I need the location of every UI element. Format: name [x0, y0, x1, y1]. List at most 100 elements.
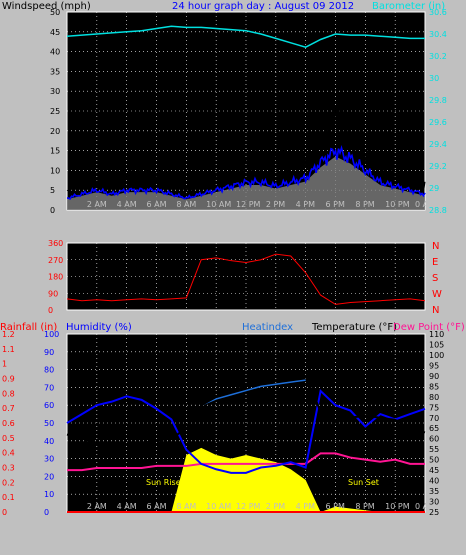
x-tick-label: 10 PM [385, 200, 410, 209]
rain-tick-label: 0.9 [2, 375, 15, 384]
humidity-tick-label: 30 [44, 455, 54, 464]
barometer-tick-label: 29.4 [429, 140, 447, 149]
wind-tick-label: 10 [50, 166, 60, 175]
humidity-tick-label: 50 [44, 419, 54, 428]
humidity-tick-label: 0 [44, 508, 49, 517]
temp-tick-label: 50 [429, 456, 439, 465]
humidity-axis-label: Humidity (%) [66, 322, 132, 333]
wind-tick-label: 25 [50, 107, 60, 116]
gust-line [66, 91, 426, 196]
barometer-tick-label: 28.8 [429, 206, 447, 215]
x-tick-label: 12 PM [236, 200, 261, 209]
x-tick-label: 6 PM [326, 502, 345, 511]
humidity-tick-label: 100 [44, 330, 59, 339]
wind-tick-label: 30 [50, 87, 60, 96]
x-tick-label: 6 AM [147, 502, 167, 511]
humidity-tick-label: 80 [44, 366, 54, 375]
barometer-tick-label: 30 [429, 74, 439, 83]
temp-tick-label: 35 [429, 487, 439, 496]
temp-tick-label: 45 [429, 466, 439, 475]
temp-tick-label: 25 [429, 508, 439, 517]
wind-tick-label: 5 [50, 186, 55, 195]
wind-tick-label: 15 [50, 147, 60, 156]
x-tick-label: 2 PM [266, 200, 285, 209]
compass-label: N [432, 241, 439, 252]
x-tick-label: 6 PM [326, 200, 345, 209]
rainfall-axis-label: Rainfall (in) [0, 322, 57, 333]
temp-tick-label: 95 [429, 361, 439, 370]
x-tick-label: 0 AM [415, 502, 435, 511]
temp-tick-label: 85 [429, 382, 439, 391]
rain-tick-label: 0.1 [2, 493, 15, 502]
barometer-tick-label: 30.4 [429, 30, 447, 39]
x-tick-label: 2 AM [87, 502, 107, 511]
rain-tick-label: 0.5 [2, 434, 15, 443]
x-tick-label: 4 PM [296, 200, 315, 209]
direction-line [66, 253, 426, 305]
humidity-line [66, 388, 426, 474]
rain-tick-label: 0.8 [2, 389, 15, 398]
rain-tick-label: 0.2 [2, 478, 15, 487]
barometer-tick-label: 29.6 [429, 118, 447, 127]
temp-tick-label: 105 [429, 340, 444, 349]
dewpoint-line [67, 452, 425, 472]
compass-label: N [432, 305, 439, 316]
sunrise-annotation: Sun Rise [146, 478, 181, 487]
x-tick-label: 10 AM [206, 502, 231, 511]
x-tick-label: 2 PM [266, 502, 285, 511]
dewpoint-label: Dew Point (°F) [393, 322, 465, 333]
barometer-line [66, 25, 425, 49]
heatindex-line [200, 379, 306, 406]
temp-tick-label: 60 [429, 435, 439, 444]
temp-tick-label: 80 [429, 393, 439, 402]
rain-tick-label: 0.7 [2, 404, 15, 413]
direction-panel [66, 242, 426, 311]
temp-tick-label: 55 [429, 445, 439, 454]
barometer-tick-label: 30.6 [429, 8, 447, 17]
temp-tick-label: 90 [429, 372, 439, 381]
humidity-tick-label: 40 [44, 437, 54, 446]
axis-labels: 2 AM 4 AM 6 AM 8 AM 10 AM 12 PM 2 PM 4 PM 6 PM 8 … [2, 8, 447, 517]
temp-tick-label: 65 [429, 424, 439, 433]
x-tick-label: 8 AM [176, 200, 196, 209]
x-tick-label: 8 PM [355, 502, 374, 511]
direction-tick-label: 270 [48, 256, 63, 265]
barometer-axis-label: Barometer (in) [372, 1, 445, 12]
sunset-annotation: Sun Set [348, 478, 379, 487]
compass-label: S [432, 273, 438, 284]
humidity-tick-label: 90 [44, 348, 54, 357]
x-tick-label: 12 PM [236, 502, 261, 511]
barometer-tick-label: 29.2 [429, 162, 447, 171]
wind-avg-line [67, 145, 426, 200]
temp-tick-label: 70 [429, 414, 439, 423]
chart-marks [66, 25, 426, 513]
wind-tick-label: 45 [50, 28, 60, 37]
wind-tick-label: 20 [50, 127, 60, 136]
temperature-line [66, 374, 426, 446]
x-tick-label: 4 AM [117, 502, 137, 511]
x-tick-label: 6 AM [147, 200, 167, 209]
temp-tick-label: 110 [429, 330, 444, 339]
compass-label: E [432, 257, 438, 268]
direction-tick-label: 180 [48, 273, 63, 282]
rain-tick-label: 1 [2, 360, 7, 369]
rain-tick-label: 0.3 [2, 464, 15, 473]
wind-axis-label: Windspeed (mph) [2, 1, 91, 12]
barometer-tick-label: 29 [429, 184, 439, 193]
x-tick-label: 8 PM [355, 200, 374, 209]
temp-tick-label: 40 [429, 477, 439, 486]
rain-tick-label: 0.4 [2, 449, 15, 458]
direction-tick-label: 0 [48, 306, 53, 315]
humidity-tick-label: 10 [44, 490, 54, 499]
direction-tick-label: 360 [48, 239, 63, 248]
barometer-tick-label: 30.2 [429, 52, 447, 61]
temp-tick-label: 75 [429, 403, 439, 412]
x-tick-label: 10 PM [385, 502, 410, 511]
barometer-tick-label: 29.8 [429, 96, 447, 105]
wind-tick-label: 35 [50, 67, 60, 76]
humidity-tick-label: 20 [44, 472, 54, 481]
wind-area [67, 156, 425, 210]
wind-tick-label: 0 [50, 206, 55, 215]
